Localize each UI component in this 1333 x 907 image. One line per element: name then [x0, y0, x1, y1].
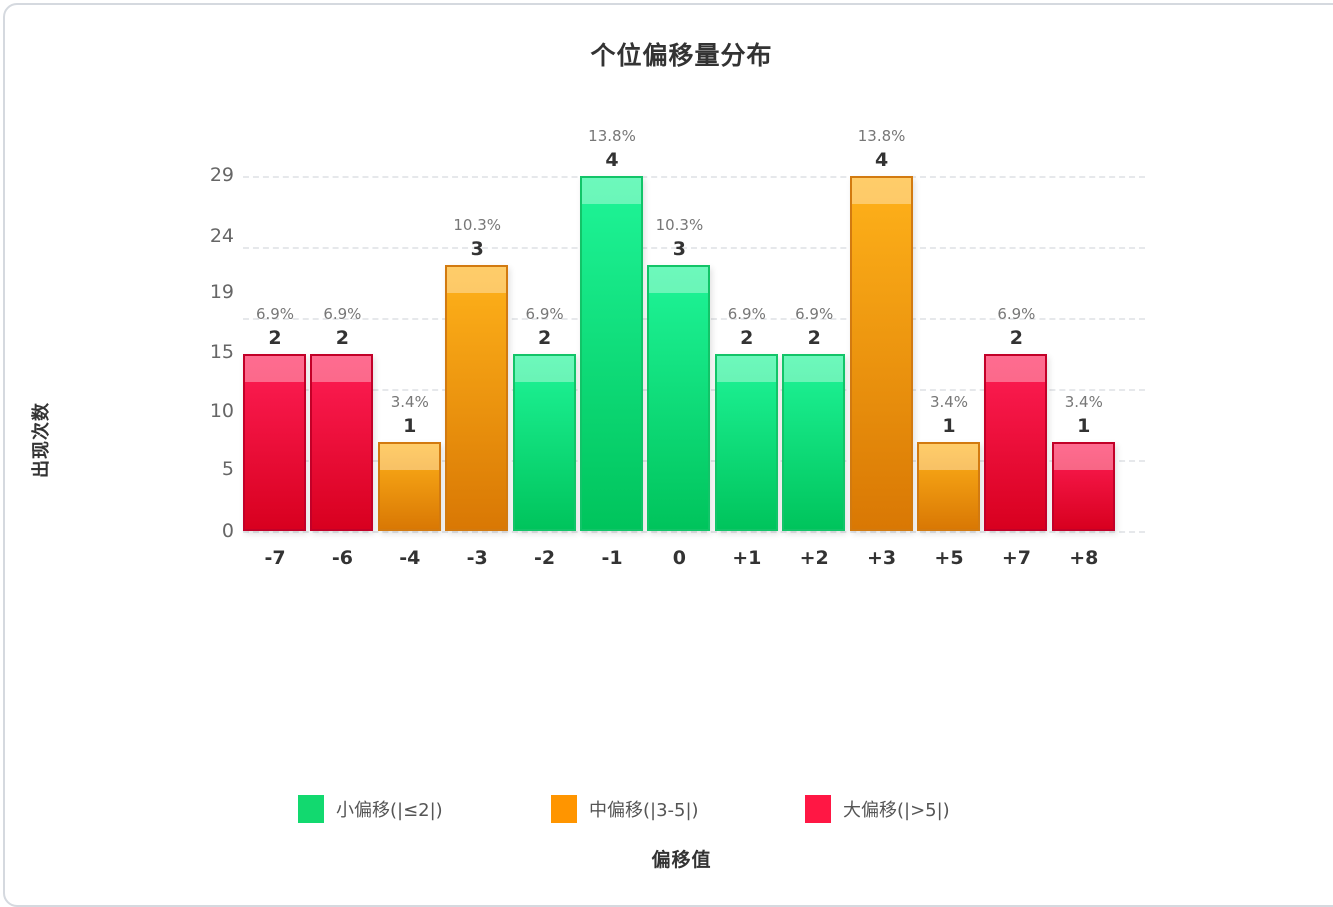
bar--3[interactable] — [445, 264, 509, 531]
plot-area: 0 5 10 15 19 24 29 2 6.9% -7 2 6.9% -6 1 3.4% -4 3 10.3% -… — [209, 127, 1145, 569]
gridline — [243, 247, 1145, 249]
bar--4[interactable] — [377, 442, 441, 531]
bar-+3[interactable] — [849, 176, 913, 531]
bar-percent-label: 3.4% — [390, 393, 429, 412]
legend-swatch-icon — [805, 795, 831, 823]
x-tick-label: +1 — [732, 547, 762, 569]
bar-0[interactable] — [647, 264, 711, 531]
bar-percent-label: 6.9% — [795, 304, 834, 323]
bar--6[interactable] — [310, 353, 374, 531]
bar-highlight — [919, 444, 978, 471]
legend: 小偏移(|≤2|) 中偏移(|3-5|) 大偏移(|>5|) — [298, 795, 998, 823]
x-tick-label: 0 — [672, 547, 686, 569]
bar-percent-label: 13.8% — [588, 127, 636, 145]
bar-count-label: 2 — [807, 326, 821, 349]
bar-percent-label: 3.4% — [929, 393, 969, 412]
legend-item-medium[interactable]: 中偏移(|3-5|) — [551, 795, 699, 823]
bar-count-label: 3 — [672, 237, 686, 260]
bar-count-label: 1 — [942, 415, 956, 438]
bar-+2[interactable] — [782, 353, 846, 531]
bar--2[interactable] — [512, 353, 576, 531]
bar-percent-label: 6.9% — [997, 304, 1036, 323]
y-tick-label: 5 — [221, 458, 234, 480]
bar-highlight — [784, 355, 844, 382]
legend-swatch-icon — [551, 795, 577, 823]
gridline — [243, 176, 1145, 178]
bar-count-label: 4 — [605, 149, 619, 171]
bar-percent-label: 13.8% — [857, 127, 906, 145]
bar-count-label: 3 — [470, 237, 484, 260]
bar-+5[interactable] — [917, 442, 980, 531]
y-tick-label: 10 — [209, 400, 234, 422]
bar-percent-label: 10.3% — [453, 215, 502, 234]
x-tick-label: -1 — [601, 547, 623, 569]
bar-count-label: 2 — [1009, 326, 1023, 349]
bar-highlight — [649, 266, 709, 293]
x-tick-label: +7 — [1001, 547, 1031, 569]
bar-highlight — [312, 355, 372, 382]
bar-count-label: 1 — [403, 415, 417, 438]
bar-count-label: 4 — [874, 149, 889, 171]
bar--1[interactable] — [580, 176, 643, 531]
y-tick-label: 19 — [209, 281, 234, 303]
bar--7[interactable] — [243, 353, 306, 531]
bar-count-label: 2 — [268, 326, 282, 349]
bar-percent-label: 6.9% — [727, 304, 766, 323]
bar-highlight — [379, 444, 439, 471]
bar-+8[interactable] — [1051, 442, 1115, 531]
x-axis-title: 偏移值 — [651, 849, 712, 871]
x-tick-label: -6 — [331, 547, 353, 569]
bar-count-label: 1 — [1077, 415, 1091, 438]
legend-item-large[interactable]: 大偏移(|>5|) — [805, 795, 950, 823]
y-tick-label: 29 — [209, 164, 234, 186]
y-tick-label: 0 — [221, 520, 234, 542]
bar-highlight — [1053, 444, 1113, 471]
bar-percent-label: 6.9% — [255, 304, 295, 323]
legend-label: 大偏移(|>5|) — [843, 800, 950, 821]
y-tick-label: 15 — [209, 341, 234, 363]
x-tick-label: -2 — [534, 547, 556, 569]
x-tick-label: +3 — [867, 547, 897, 569]
bar-highlight — [851, 178, 911, 204]
legend-label: 小偏移(|≤2|) — [336, 800, 443, 821]
x-tick-label: -4 — [399, 547, 421, 569]
x-tick-label: +2 — [799, 547, 829, 569]
bar-highlight — [716, 355, 776, 382]
y-tick-label: 24 — [209, 225, 234, 247]
bar-highlight — [514, 355, 574, 382]
legend-item-small[interactable]: 小偏移(|≤2|) — [298, 795, 443, 823]
bar-percent-label: 6.9% — [525, 304, 564, 323]
bar-percent-label: 3.4% — [1064, 393, 1103, 412]
bar-percent-label: 10.3% — [655, 215, 704, 234]
bar-highlight — [245, 355, 304, 382]
bar-count-label: 2 — [335, 326, 349, 349]
x-tick-label: +8 — [1069, 547, 1099, 569]
bar-highlight — [447, 266, 507, 293]
y-axis-title: 出现次数 — [31, 402, 52, 478]
bar-percent-label: 6.9% — [323, 304, 362, 323]
chart-title: 个位偏移量分布 — [590, 41, 773, 70]
x-tick-label: +5 — [934, 547, 964, 569]
bar-+7[interactable] — [984, 353, 1048, 531]
bar-highlight — [986, 355, 1046, 382]
legend-swatch-icon — [298, 795, 324, 823]
x-tick-label: -3 — [466, 547, 488, 569]
bar-+1[interactable] — [714, 353, 778, 531]
bar-count-label: 2 — [740, 326, 754, 349]
bar-count-label: 2 — [537, 326, 552, 349]
legend-label: 中偏移(|3-5|) — [589, 800, 699, 821]
gridline — [243, 531, 1145, 533]
bar-highlight — [582, 178, 641, 204]
x-tick-label: -7 — [264, 547, 286, 569]
